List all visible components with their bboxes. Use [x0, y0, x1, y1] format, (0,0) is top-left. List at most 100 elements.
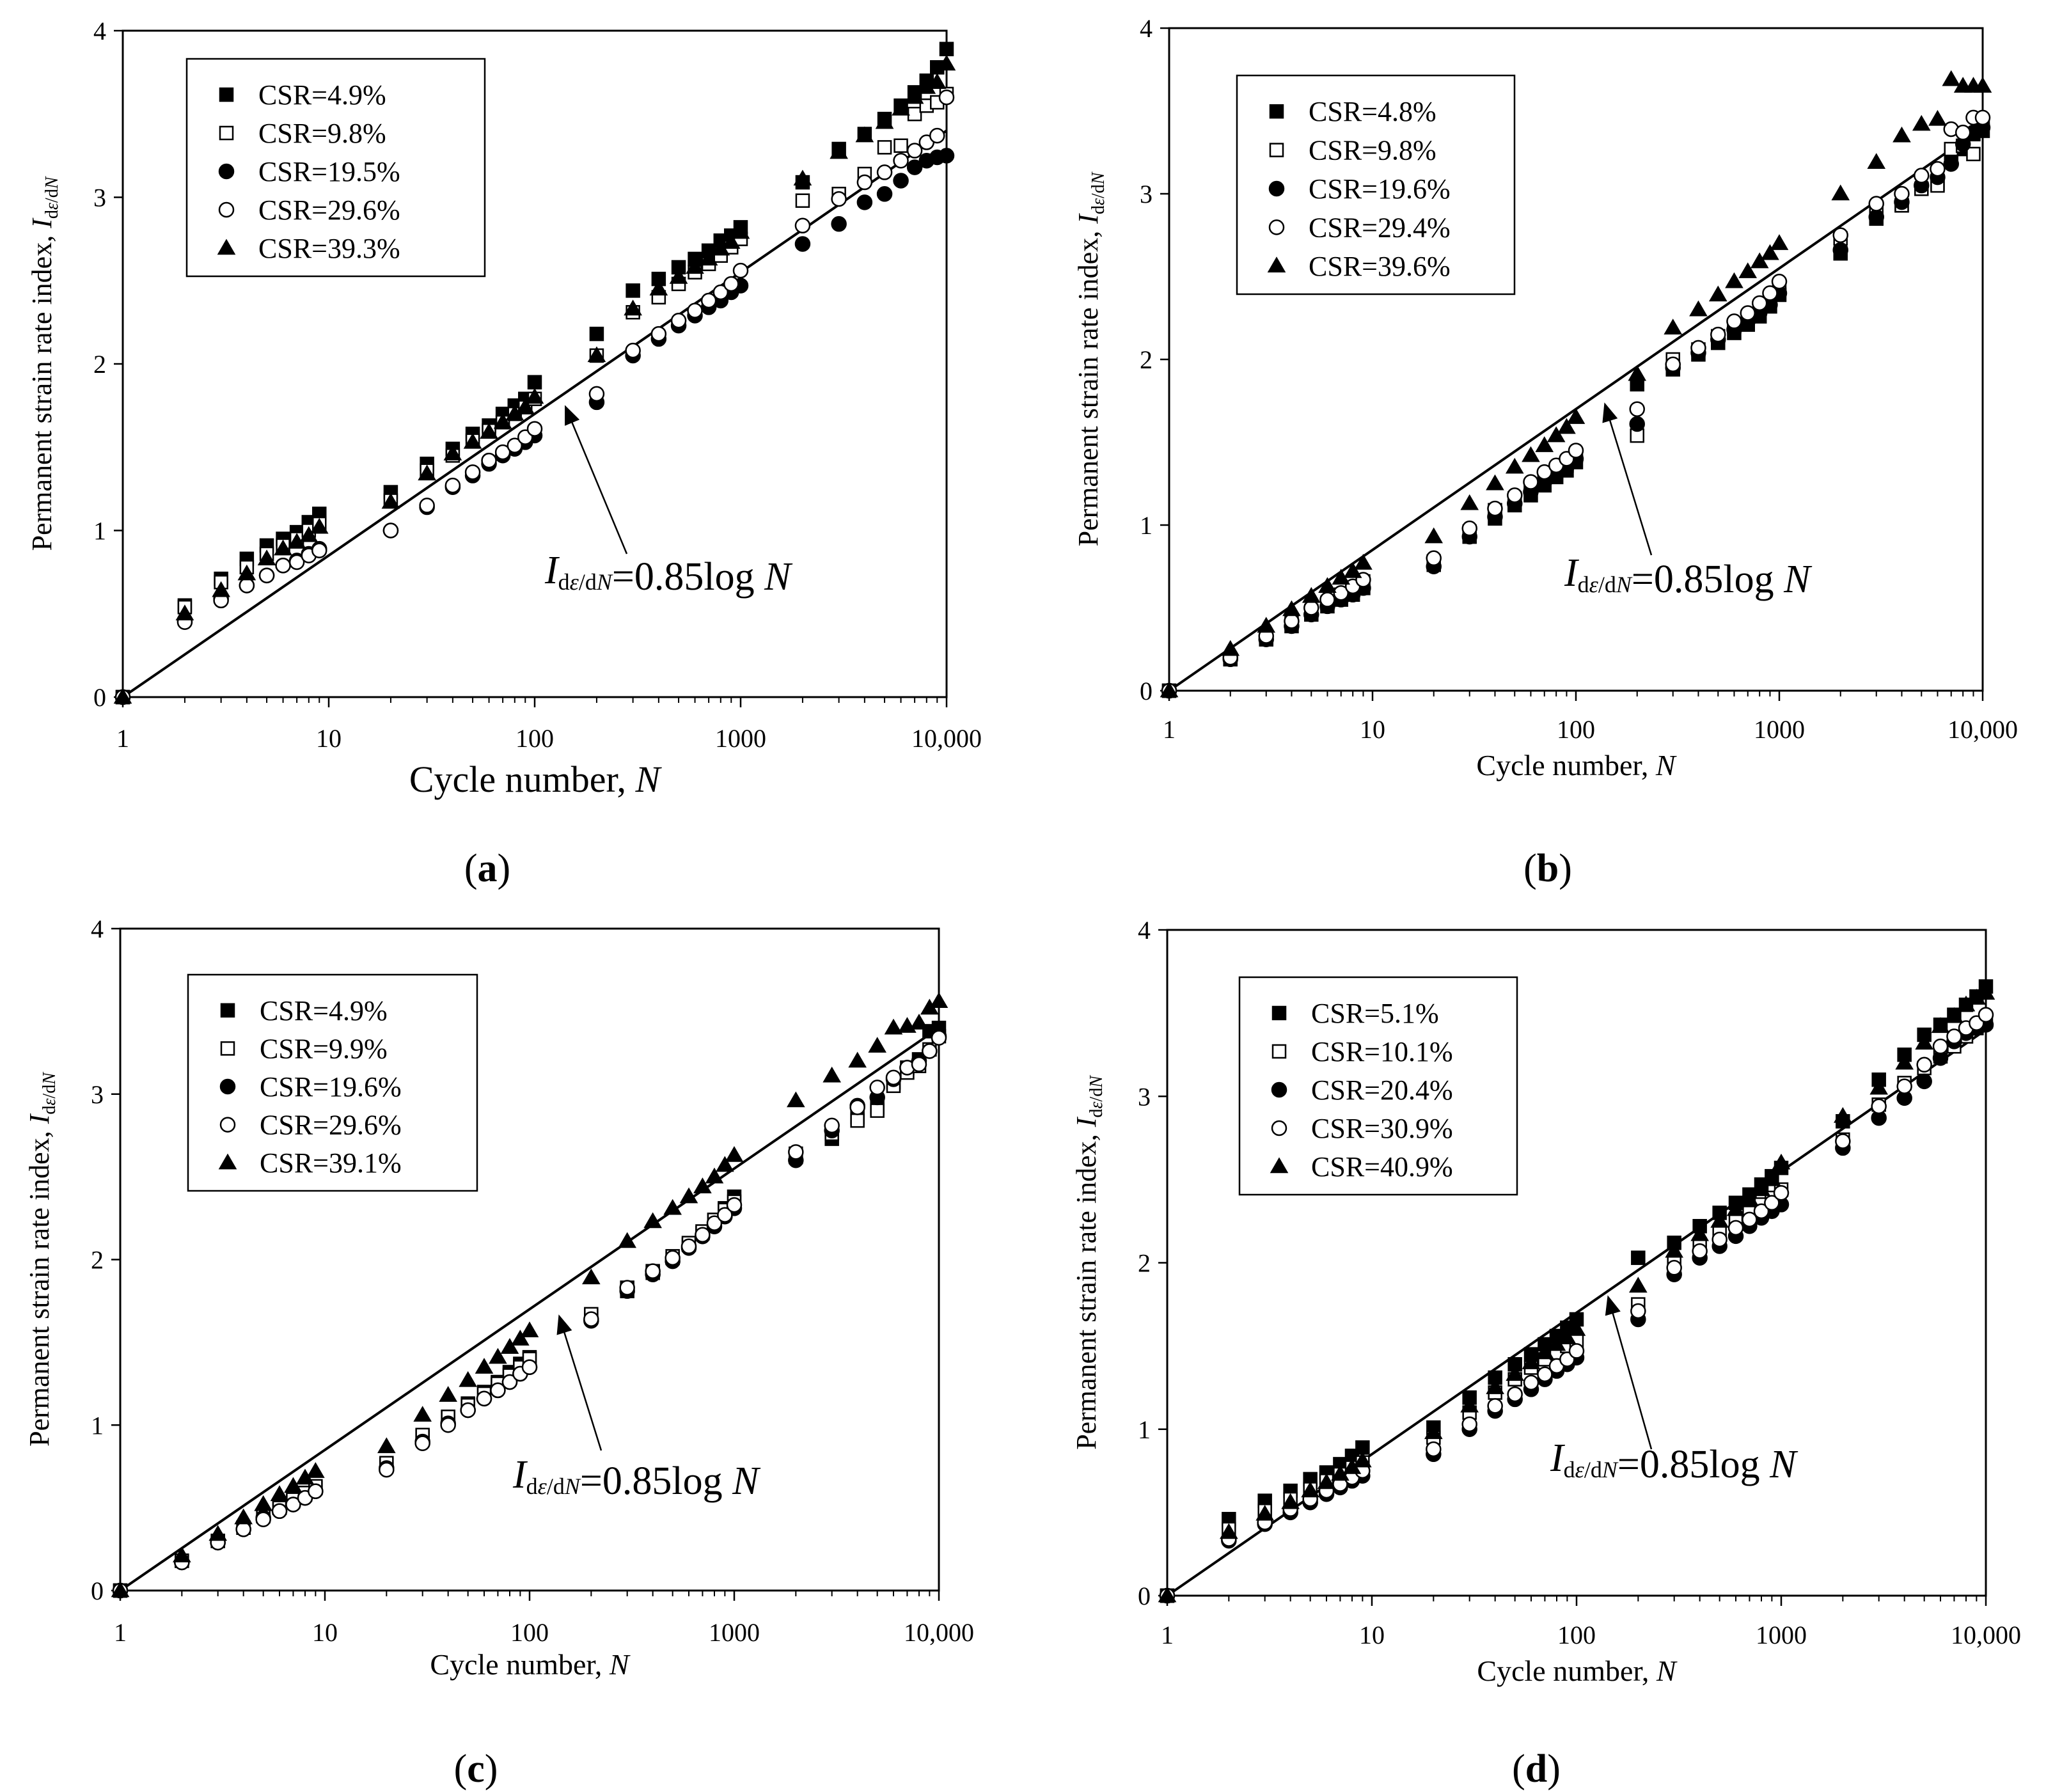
legend-marker [218, 163, 235, 180]
data-point [706, 1215, 723, 1231]
legend-label: CSR=39.1% [260, 1147, 402, 1179]
legend-box [187, 973, 478, 1192]
data-point [587, 346, 606, 363]
legend-marker [1268, 219, 1285, 235]
series-4 [1161, 109, 1991, 699]
data-point [1628, 365, 1647, 381]
data-point [1664, 318, 1683, 334]
data-point [1753, 1203, 1770, 1220]
data-point [850, 1113, 865, 1128]
data-point [1507, 1386, 1523, 1403]
legend-label: CSR=10.1% [1311, 1036, 1453, 1067]
data-point [717, 1207, 733, 1223]
data-point [625, 342, 641, 359]
data-point [439, 1386, 457, 1402]
data-point [793, 169, 812, 186]
data-point [306, 1462, 325, 1478]
data-point [794, 236, 811, 252]
legend-label: CSR=29.4% [1309, 212, 1451, 243]
data-point [929, 127, 945, 144]
data-point [1770, 234, 1789, 250]
data-point [463, 432, 482, 449]
data-point [663, 1199, 682, 1215]
data-point [480, 423, 498, 439]
legend-label: CSR=30.9% [1311, 1113, 1453, 1144]
data-point [255, 1511, 271, 1527]
legend-box [185, 58, 486, 278]
data-point [275, 557, 291, 574]
data-point [1742, 1211, 1758, 1228]
data-point [1871, 1098, 1887, 1115]
data-point [1666, 1260, 1682, 1276]
y-tick-label: 4 [91, 915, 104, 943]
data-point [1461, 520, 1477, 537]
data-point [1916, 1073, 1932, 1090]
data-point [311, 542, 327, 559]
data-point [1831, 184, 1850, 201]
data-point [824, 1117, 840, 1134]
legend-label: CSR=9.8% [1309, 135, 1436, 166]
data-point [1460, 1396, 1479, 1413]
data-point [271, 1503, 288, 1520]
data-point [927, 73, 947, 89]
data-point [619, 1280, 635, 1296]
data-point [1710, 326, 1726, 343]
y-tick-label: 2 [1138, 1249, 1151, 1278]
data-point [681, 1238, 697, 1255]
x-axis-label: Cycle number, N [409, 758, 663, 800]
data-point [856, 174, 873, 191]
data-point [284, 1477, 303, 1493]
data-point [1894, 185, 1910, 202]
data-point [445, 477, 461, 494]
legend-marker [1268, 180, 1285, 197]
data-point [884, 1018, 903, 1035]
data-point [712, 284, 729, 301]
x-tick-label: 10 [316, 724, 342, 753]
data-point [285, 1497, 301, 1513]
y-tick-label: 0 [91, 1576, 104, 1605]
legend-marker [218, 201, 235, 218]
legend-marker [219, 1078, 236, 1095]
data-point [582, 1268, 601, 1285]
data-point [494, 444, 511, 460]
y-tick-label: 0 [1140, 677, 1153, 705]
legend-marker [218, 1153, 237, 1170]
data-point [1912, 114, 1931, 131]
data-point [723, 276, 739, 292]
data-point [1740, 305, 1756, 321]
data-point [1546, 426, 1566, 443]
data-point [464, 464, 481, 480]
panel-label: (c) [454, 1747, 498, 1791]
data-point [1762, 285, 1778, 301]
data-point [1832, 227, 1848, 243]
legend: CSR=4.9% CSR=9.9% CSR=19.6% CSR=29.6% CSR=39… [187, 973, 478, 1192]
data-point [876, 164, 893, 180]
data-point [1424, 1423, 1443, 1440]
data-point [1751, 295, 1768, 311]
y-tick-label: 2 [93, 350, 106, 379]
legend-marker [1270, 1157, 1289, 1174]
data-point [1537, 1366, 1553, 1383]
data-point [493, 413, 512, 429]
data-point [929, 992, 948, 1009]
data-point [1955, 124, 1971, 141]
data-point [1946, 1028, 1962, 1044]
data-point [382, 523, 399, 538]
fit-equation: Idε/dN=0.85log N [1550, 1436, 1798, 1486]
data-point [381, 492, 400, 509]
y-tick-label: 2 [1140, 345, 1153, 374]
fit-equation: Idε/dN=0.85log N [544, 549, 793, 599]
data-point [308, 1483, 324, 1499]
y-tick-label: 3 [1140, 180, 1153, 208]
data-point [1282, 600, 1301, 617]
data-point [831, 216, 847, 232]
data-point [1764, 1195, 1780, 1211]
data-point [234, 1508, 253, 1525]
data-point [650, 326, 667, 342]
data-point [1976, 984, 1995, 1000]
data-point [1763, 1170, 1781, 1186]
data-point [721, 233, 741, 249]
data-point [1928, 109, 1947, 126]
